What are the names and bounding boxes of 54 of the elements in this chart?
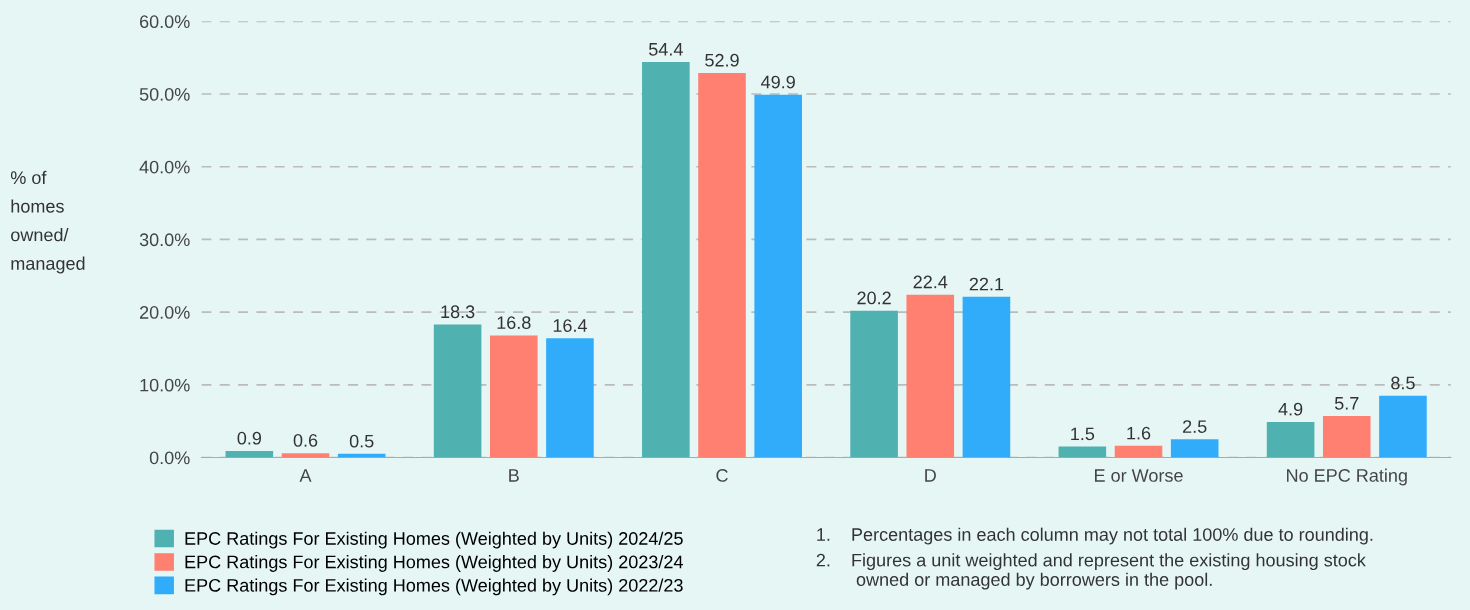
bar [906,294,955,458]
data-label: 1.5 [1071,427,1095,441]
y-tick-label: 0.0% [149,451,190,465]
data-label: 20.2 [857,291,891,305]
data-label: 54.4 [649,43,683,56]
data-label: 16.4 [553,319,587,332]
legend-label: EPC Ratings For Existing Homes (Weighted by Units) 2022/23 [185,578,683,596]
data-label: 52.9 [705,53,739,67]
data-label: 0.5 [349,434,374,448]
data-label: 22.1 [969,277,1004,291]
bar [698,72,746,458]
bar [1379,395,1427,458]
y-tick-label: 60.0% [140,15,190,29]
x-tick-label: A [299,469,312,482]
text: 2. Figures a unit weighted and represent the existing housing stock owned or managed by borrowers in the pool. [816,553,1366,590]
bar [225,450,274,458]
data-label: 0.6 [293,434,318,447]
x-tick-label: E or Worse [1095,469,1183,482]
data-label: 49.9 [761,75,795,89]
data-label: 1.6 [1127,426,1151,440]
y-tick-label: 50.0% [139,87,190,101]
data-label: 4.9 [1278,402,1303,416]
bar [1266,421,1315,458]
data-label: 16.8 [497,316,531,330]
bar [281,453,330,458]
bar [489,335,538,458]
x-tick-label: D [925,469,936,482]
bar [962,296,1011,458]
bar [433,324,482,458]
text: 1. Percentages in each column may not total 100% due to rounding. [817,527,1373,545]
data-label: 2.5 [1183,420,1207,433]
bar [1114,445,1163,458]
x-tick-label: C [716,469,728,482]
y-tick-label: 10.0% [140,378,190,392]
bar [754,94,802,458]
bar [546,338,594,458]
legend-label: EPC Ratings For Existing Homes (Weighted by Units) 2023/24 [185,555,683,572]
bar [1170,439,1219,458]
y-tick-label: 20.0% [139,306,190,319]
y-axis-title: % of homes owned/ managed [10,170,85,274]
x-tick-label: B [509,469,519,482]
data-label: 8.5 [1391,376,1415,390]
data-label: 5.7 [1334,397,1359,410]
bar [1058,446,1107,458]
y-tick-label: 40.0% [139,160,190,174]
x-tick-label: No EPC Rating [1287,468,1407,486]
y-tick-label: 30.0% [139,233,190,247]
legend-label: EPC Ratings For Existing Homes (Weighted by Units) 2024/25 [185,531,683,549]
bar [642,62,690,458]
bar [1322,416,1371,458]
data-label: 0.9 [237,431,262,445]
data-label: 22.4 [913,275,948,289]
data-label: 18.3 [441,305,475,319]
bar [850,310,898,458]
